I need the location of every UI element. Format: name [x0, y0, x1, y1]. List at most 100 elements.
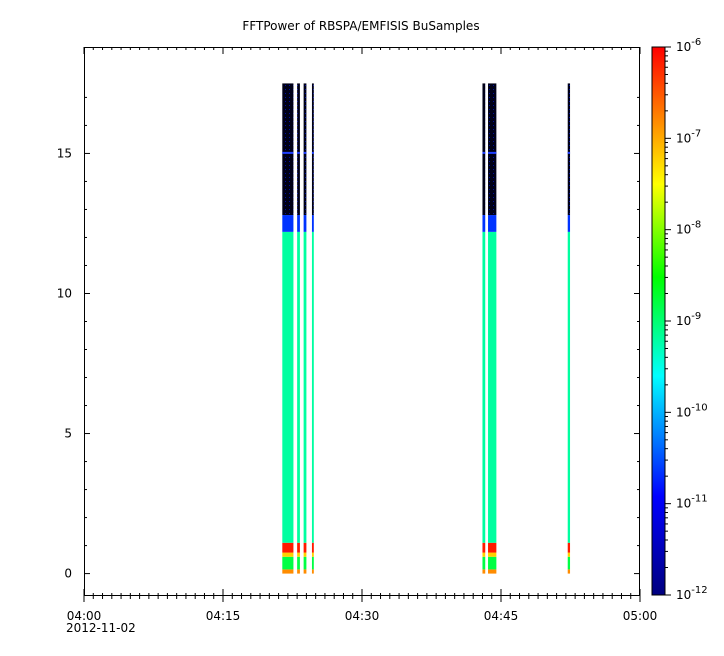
colorbar-tick-base: 10 [676, 40, 691, 54]
spectrum-band [311, 569, 314, 574]
spectrum-band [303, 83, 307, 216]
spectrum-band [488, 552, 497, 557]
spectrum-band [488, 83, 497, 216]
spectrum-line-15 [282, 151, 294, 154]
plot-area [84, 47, 640, 596]
colorbar-tick-exponent: -11 [691, 494, 707, 505]
spectrum-line-15 [567, 151, 571, 154]
colorbar-tick-label: 10-11 [676, 494, 708, 511]
spectrum-band [282, 83, 294, 216]
spectrum-band [303, 542, 307, 553]
y-tick-label: 0 [64, 567, 72, 581]
spectrum-band [482, 569, 486, 574]
spectrum-band [311, 556, 314, 570]
spectrum-band [482, 83, 486, 216]
colorbar-tick-exponent: -8 [691, 220, 701, 231]
spectrum-band [567, 556, 571, 570]
colorbar-tick-label: 10-10 [676, 402, 708, 419]
colorbar-tick-base: 10 [676, 588, 691, 602]
spectrum-band [482, 542, 486, 553]
spectrum-line-15 [303, 151, 307, 154]
spectrum-band [297, 569, 300, 574]
spectrum-band [488, 231, 497, 543]
burst-column [297, 83, 300, 574]
spectrum-band [311, 83, 314, 216]
colorbar-tick-exponent: -6 [691, 37, 701, 48]
spectrum-band [297, 215, 300, 232]
spectrum-band [303, 569, 307, 574]
colorbar-tick-label: 10-9 [676, 311, 701, 328]
spectrum-band [282, 542, 294, 553]
y-tick-label: 5 [64, 427, 72, 441]
x-tick-label: 04:15 [206, 609, 241, 623]
y-tick-label: 15 [57, 146, 72, 160]
spectrum-band [282, 556, 294, 570]
colorbar-tick-label: 10-6 [676, 37, 701, 54]
spectrum-band [282, 569, 294, 574]
spectrum-band [488, 569, 497, 574]
x-tick-label: 04:00 [67, 609, 102, 623]
colorbar-tick-base: 10 [676, 223, 691, 237]
colorbar-tick-label: 10-7 [676, 128, 701, 145]
spectrum-band [567, 215, 571, 232]
spectrum-band [488, 542, 497, 553]
spectrum-band [311, 542, 314, 553]
spectrum-band [567, 542, 571, 553]
spectrum-line-15 [488, 151, 497, 154]
spectrum-line-15 [482, 151, 486, 154]
spectrum-band [297, 542, 300, 553]
burst-column [488, 83, 497, 574]
burst-column [311, 83, 314, 574]
spectrum-band [488, 215, 497, 232]
y-tick-label: 10 [57, 286, 72, 300]
burst-column [303, 83, 307, 574]
colorbar-tick-exponent: -7 [691, 128, 701, 139]
colorbar-tick-base: 10 [676, 497, 691, 511]
burst-column [282, 83, 294, 574]
spectrum-band [482, 552, 486, 557]
spectrum-band [297, 552, 300, 557]
spectrum-band [311, 231, 314, 543]
spectrum-band [282, 215, 294, 232]
spectrum-line-15 [297, 151, 300, 154]
plot-frame [84, 47, 640, 596]
spectrum-band [303, 215, 307, 232]
colorbar-tick-base: 10 [676, 131, 691, 145]
spectrum-band [282, 552, 294, 557]
burst-column [482, 83, 486, 574]
spectrum-band [482, 556, 486, 570]
spectrum-band [303, 231, 307, 543]
spectrum-line-15 [311, 151, 314, 154]
spectrum-band [311, 552, 314, 557]
spectrum-band [482, 231, 486, 543]
spectrum-band [482, 215, 486, 232]
y-axis: 0 5 10 15 [57, 96, 640, 581]
x-axis: 04:00 04:15 04:30 04:45 05:00 [67, 47, 657, 623]
colorbar-tick-exponent: -12 [691, 585, 707, 596]
burst-column [567, 83, 571, 574]
colorbar-tick-base: 10 [676, 405, 691, 419]
spectrum-band [311, 215, 314, 232]
chart-title: FFTPower of RBSPA/EMFISIS BuSamples [242, 19, 479, 33]
x-tick-label: 04:45 [484, 609, 519, 623]
colorbar-tick-exponent: -10 [691, 402, 707, 413]
colorbar-tick-base: 10 [676, 314, 691, 328]
spectrum-band [488, 556, 497, 570]
x-tick-label: 04:30 [345, 609, 380, 623]
spectrum-band [303, 552, 307, 557]
spectrum-band [567, 569, 571, 574]
colorbar-tick-exponent: -9 [691, 311, 701, 322]
spectrum-band [282, 231, 294, 543]
spectrum-band [567, 552, 571, 557]
spectrum-band [297, 83, 300, 216]
colorbar-gradient [651, 46, 666, 596]
spectrum-band [297, 556, 300, 570]
spectrum-band [303, 556, 307, 570]
spectrum-band [297, 231, 300, 543]
spectrum-band [567, 83, 571, 216]
x-date-label: 2012-11-02 [66, 621, 136, 635]
spectrum-band [567, 231, 571, 543]
